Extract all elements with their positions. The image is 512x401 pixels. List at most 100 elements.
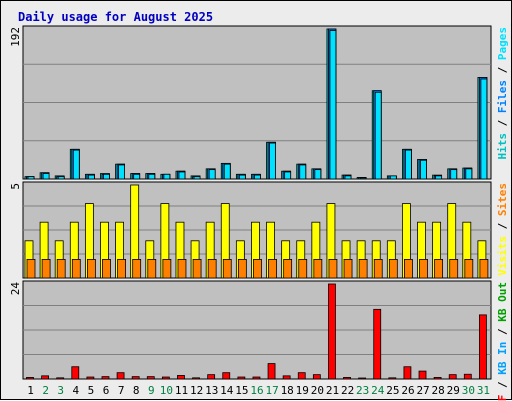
day-label: 11 [175,384,188,397]
legend-entry: Visits [496,236,509,276]
bar-hits-pages [208,169,216,180]
bar-hits-pages [435,175,443,180]
legend-entry: KB In [496,342,509,375]
bar-visits-sites [71,258,81,279]
bar-kb-kb-f [26,377,34,380]
day-label: 12 [190,384,203,397]
bar-kb-kb-f [448,374,457,380]
bar-kb-kb-f [297,372,306,380]
bar-kb-kb-f [252,376,261,380]
bar-visits-sites [117,258,126,279]
day-label: 10 [160,384,173,397]
bar-hits-pages [133,173,141,180]
bar-visits-sites [41,258,51,279]
bar-visits-sites [298,258,308,279]
bar-hits-pages [238,174,246,180]
bar-visits-sites [56,258,66,279]
legend-kb: KB F / KB In / KB Out [496,282,509,401]
bar-kb-kb-f [177,375,185,380]
day-label: 2 [42,384,49,397]
day-label: 25 [386,384,399,397]
bar-visits-sites [177,258,187,279]
bar-visits-sites [192,258,202,279]
day-label: 28 [432,384,445,397]
day-label: 19 [296,384,309,397]
bar-kb-kb-f [56,377,65,380]
bar-visits-sites [283,258,293,279]
bar-hits-pages [314,169,322,180]
day-label: 14 [220,384,234,397]
legend-entry: KB F [496,395,509,401]
bar-hits-pages [284,171,292,180]
bar-kb-kb-f [237,376,246,380]
bar-visits-sites [358,258,368,279]
bar-visits-sites [404,258,413,279]
ymax-label-kb: 24 [9,282,22,296]
bar-visits-sites [464,258,474,279]
bar-hits-pages [178,171,186,180]
bar-visits-sites [132,258,142,279]
legend-entry: Files [496,80,509,113]
day-label: 26 [401,384,414,397]
bar-hits-pages [450,169,458,180]
bar-hits-pages [329,30,337,180]
bar-hits-pages [223,163,231,180]
bar-hits-pages [359,177,367,180]
bar-kb-kb-f [71,366,80,380]
legend-entry: Hits [496,133,509,160]
bar-kb-kb-f [343,377,351,380]
day-label: 9 [148,384,155,397]
bar-kb-kb-f [328,283,336,380]
bar-visits-sites [86,258,96,279]
bar-kb-kb-f [146,376,155,380]
bar-hits-pages [389,175,397,180]
bar-kb-kb-f [116,372,125,380]
day-label: 5 [88,384,95,397]
bar-visits-sites [388,258,398,279]
bar-hits-pages [148,173,156,180]
bar-visits-sites [449,258,459,279]
bar-visits-sites [162,258,172,279]
bar-kb-kb-f [403,366,412,380]
bar-visits-sites [222,258,232,279]
legend-entry: / [496,113,509,133]
bar-hits-pages [299,164,307,180]
bar-hits-pages [87,174,95,180]
bar-kb-kb-f [388,377,397,380]
bar-visits-sites [373,258,383,279]
bar-hits-pages [103,173,110,180]
day-label: 15 [235,384,248,397]
day-label: 17 [265,384,278,397]
day-label: 29 [447,384,460,397]
bar-visits-sites [26,258,36,279]
legend-visits: Visits / Sites [496,183,509,276]
legend-entry: / [496,322,509,342]
bar-visits-sites [328,258,338,279]
day-label: 1 [27,384,34,397]
bar-kb-kb-f [312,374,321,380]
bar-kb-kb-f [418,370,427,380]
day-label: 6 [103,384,110,397]
bar-visits-sites [434,258,444,279]
day-label: 20 [311,384,324,397]
bar-hits-pages [344,175,352,180]
bar-kb-kb-f [463,373,472,380]
bar-kb-kb-f [161,376,170,380]
bar-visits-sites [253,258,262,279]
day-label: 4 [73,384,80,397]
bar-hits-pages [72,149,80,180]
day-label: 27 [416,384,429,397]
bar-kb-kb-f [222,372,231,380]
bar-hits-pages [465,168,473,180]
bar-visits-sites [479,258,489,279]
chart-title: Daily usage for August 2025 [18,10,214,24]
bar-kb-kb-f [479,314,487,380]
bar-visits-sites [268,258,277,279]
bar-kb-kb-f [41,375,49,380]
day-label: 16 [250,384,263,397]
bar-visits-sites [237,258,247,279]
day-label: 7 [118,384,125,397]
bar-kb-kb-f [358,377,367,380]
